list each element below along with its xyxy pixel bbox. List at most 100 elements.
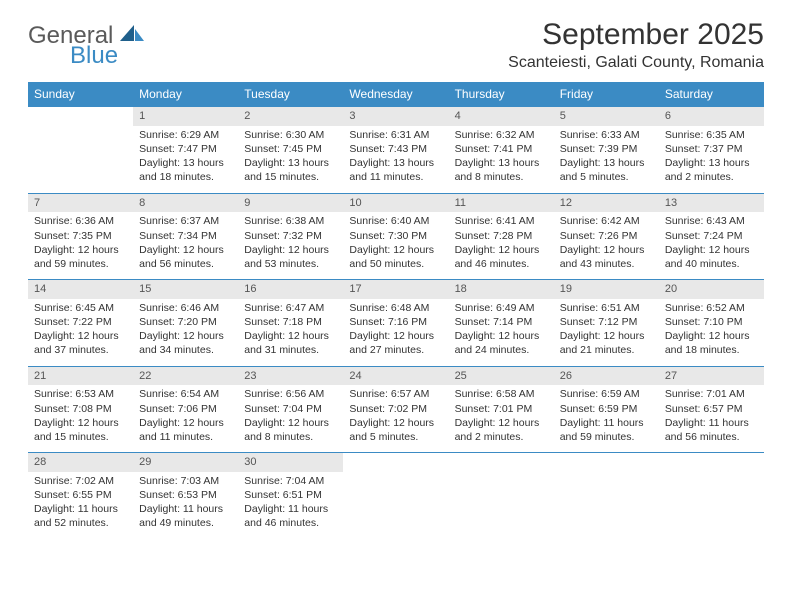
day1-text: Daylight: 12 hours [560, 329, 653, 343]
day1-text: Daylight: 11 hours [34, 502, 127, 516]
sunrise-text: Sunrise: 6:31 AM [349, 128, 442, 142]
day-cell: Sunrise: 7:04 AMSunset: 6:51 PMDaylight:… [238, 472, 343, 539]
sunset-text: Sunset: 7:28 PM [455, 229, 548, 243]
sunset-text: Sunset: 7:12 PM [560, 315, 653, 329]
day-cell: Sunrise: 6:31 AMSunset: 7:43 PMDaylight:… [343, 126, 448, 193]
day1-text: Daylight: 12 hours [665, 243, 758, 257]
day-number: 27 [659, 366, 764, 385]
day-number [659, 453, 764, 472]
day1-text: Daylight: 12 hours [244, 329, 337, 343]
day1-text: Daylight: 12 hours [349, 416, 442, 430]
day2-text: and 2 minutes. [455, 430, 548, 444]
day-cell: Sunrise: 6:56 AMSunset: 7:04 PMDaylight:… [238, 385, 343, 452]
sunrise-text: Sunrise: 6:35 AM [665, 128, 758, 142]
day-number: 15 [133, 280, 238, 299]
sunrise-text: Sunrise: 6:46 AM [139, 301, 232, 315]
day-number: 21 [28, 366, 133, 385]
sunset-text: Sunset: 7:16 PM [349, 315, 442, 329]
day1-text: Daylight: 12 hours [455, 329, 548, 343]
day-number: 13 [659, 193, 764, 212]
day-cell: Sunrise: 6:29 AMSunset: 7:47 PMDaylight:… [133, 126, 238, 193]
day2-text: and 46 minutes. [455, 257, 548, 271]
day-cell: Sunrise: 6:45 AMSunset: 7:22 PMDaylight:… [28, 299, 133, 366]
day2-text: and 24 minutes. [455, 343, 548, 357]
day-number [554, 453, 659, 472]
sunset-text: Sunset: 7:08 PM [34, 402, 127, 416]
content-row: Sunrise: 7:02 AMSunset: 6:55 PMDaylight:… [28, 472, 764, 539]
sunset-text: Sunset: 7:01 PM [455, 402, 548, 416]
weekday-header: Thursday [449, 82, 554, 107]
sunrise-text: Sunrise: 6:51 AM [560, 301, 653, 315]
sunrise-text: Sunrise: 6:52 AM [665, 301, 758, 315]
day1-text: Daylight: 13 hours [349, 156, 442, 170]
sunset-text: Sunset: 6:57 PM [665, 402, 758, 416]
day2-text: and 8 minutes. [244, 430, 337, 444]
day-cell: Sunrise: 6:58 AMSunset: 7:01 PMDaylight:… [449, 385, 554, 452]
logo-text: General Blue [28, 24, 144, 68]
day1-text: Daylight: 12 hours [244, 243, 337, 257]
weekday-header: Saturday [659, 82, 764, 107]
sunset-text: Sunset: 6:59 PM [560, 402, 653, 416]
day-number: 14 [28, 280, 133, 299]
sunset-text: Sunset: 7:18 PM [244, 315, 337, 329]
sunset-text: Sunset: 7:47 PM [139, 142, 232, 156]
day-number: 25 [449, 366, 554, 385]
sunrise-text: Sunrise: 6:57 AM [349, 387, 442, 401]
sunset-text: Sunset: 7:20 PM [139, 315, 232, 329]
logo-sail-icon [120, 25, 144, 43]
day-cell: Sunrise: 6:43 AMSunset: 7:24 PMDaylight:… [659, 212, 764, 279]
sunrise-text: Sunrise: 6:37 AM [139, 214, 232, 228]
day-cell: Sunrise: 7:01 AMSunset: 6:57 PMDaylight:… [659, 385, 764, 452]
daynum-row: 282930 [28, 453, 764, 472]
day-number: 9 [238, 193, 343, 212]
content-row: Sunrise: 6:45 AMSunset: 7:22 PMDaylight:… [28, 299, 764, 366]
day2-text: and 31 minutes. [244, 343, 337, 357]
sunrise-text: Sunrise: 6:40 AM [349, 214, 442, 228]
day-cell: Sunrise: 6:54 AMSunset: 7:06 PMDaylight:… [133, 385, 238, 452]
day-cell: Sunrise: 6:59 AMSunset: 6:59 PMDaylight:… [554, 385, 659, 452]
day-cell: Sunrise: 6:37 AMSunset: 7:34 PMDaylight:… [133, 212, 238, 279]
sunrise-text: Sunrise: 6:45 AM [34, 301, 127, 315]
day1-text: Daylight: 13 hours [455, 156, 548, 170]
day-cell: Sunrise: 6:53 AMSunset: 7:08 PMDaylight:… [28, 385, 133, 452]
day2-text: and 56 minutes. [139, 257, 232, 271]
day2-text: and 8 minutes. [455, 170, 548, 184]
day1-text: Daylight: 11 hours [244, 502, 337, 516]
day-number: 12 [554, 193, 659, 212]
content-row: Sunrise: 6:53 AMSunset: 7:08 PMDaylight:… [28, 385, 764, 452]
day1-text: Daylight: 12 hours [244, 416, 337, 430]
day-number: 6 [659, 107, 764, 126]
sunset-text: Sunset: 6:55 PM [34, 488, 127, 502]
day2-text: and 49 minutes. [139, 516, 232, 530]
day2-text: and 18 minutes. [665, 343, 758, 357]
day2-text: and 37 minutes. [34, 343, 127, 357]
day2-text: and 53 minutes. [244, 257, 337, 271]
day1-text: Daylight: 13 hours [244, 156, 337, 170]
sunrise-text: Sunrise: 6:47 AM [244, 301, 337, 315]
day-cell [28, 126, 133, 193]
day2-text: and 52 minutes. [34, 516, 127, 530]
day-number: 11 [449, 193, 554, 212]
day1-text: Daylight: 12 hours [139, 243, 232, 257]
sunset-text: Sunset: 6:53 PM [139, 488, 232, 502]
calendar-table: Sunday Monday Tuesday Wednesday Thursday… [28, 82, 764, 539]
sunset-text: Sunset: 7:32 PM [244, 229, 337, 243]
month-title: September 2025 [508, 18, 764, 52]
day-cell: Sunrise: 6:52 AMSunset: 7:10 PMDaylight:… [659, 299, 764, 366]
day-number [28, 107, 133, 126]
day-cell: Sunrise: 7:03 AMSunset: 6:53 PMDaylight:… [133, 472, 238, 539]
content-row: Sunrise: 6:29 AMSunset: 7:47 PM Daylight:… [28, 126, 764, 193]
sunrise-text: Sunrise: 6:29 AM [139, 128, 232, 142]
sunset-text: Sunset: 7:39 PM [560, 142, 653, 156]
sunset-text: Sunset: 7:24 PM [665, 229, 758, 243]
day1-text: Daylight: 11 hours [139, 502, 232, 516]
weekday-header: Tuesday [238, 82, 343, 107]
day2-text: and 21 minutes. [560, 343, 653, 357]
day-number: 23 [238, 366, 343, 385]
sunset-text: Sunset: 6:51 PM [244, 488, 337, 502]
day1-text: Daylight: 12 hours [349, 243, 442, 257]
sunset-text: Sunset: 7:02 PM [349, 402, 442, 416]
day-cell: Sunrise: 6:47 AMSunset: 7:18 PMDaylight:… [238, 299, 343, 366]
day-number: 26 [554, 366, 659, 385]
weekday-header: Wednesday [343, 82, 448, 107]
